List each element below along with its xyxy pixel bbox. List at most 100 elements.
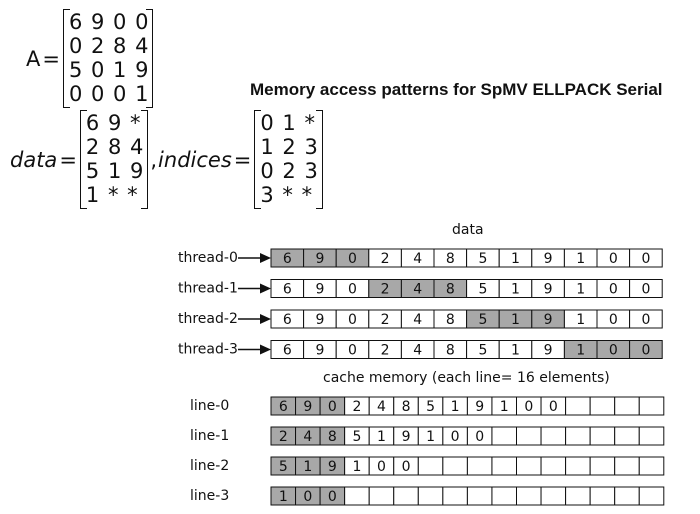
cache-line-label: line-2 <box>190 458 229 474</box>
cache-cell <box>491 456 518 476</box>
cache-cell <box>638 426 665 446</box>
data-cell-value: 9 <box>315 282 324 298</box>
diagram-title: Memory access patterns for SpMV ELLPACK … <box>250 80 663 99</box>
indices-matrix-equals: = <box>233 147 252 172</box>
cache-cell <box>540 456 567 476</box>
data-cell-value: 2 <box>381 282 390 298</box>
cache-cell <box>393 486 419 506</box>
data-cell-value: 2 <box>381 312 390 328</box>
cache-cell <box>516 426 542 446</box>
cache-cell <box>614 396 640 416</box>
data-cell-value: 4 <box>413 251 422 267</box>
cache-cell <box>614 486 640 506</box>
cache-cell <box>466 486 493 506</box>
data-array-label: data <box>452 222 484 238</box>
data-cell-value: 1 <box>576 312 585 328</box>
data-cell-value: 0 <box>609 312 618 328</box>
cache-cell-value: 1 <box>303 459 312 475</box>
cache-cell-value: 5 <box>426 399 435 415</box>
data-cell-value: 5 <box>478 343 487 359</box>
thread-label: thread-1 <box>178 281 238 297</box>
cache-line-label: line-1 <box>190 428 229 444</box>
indices-matrix-row-1: 1 2 3 <box>260 135 319 159</box>
thread-arrow-head-icon <box>260 253 271 263</box>
data-cell-value: 1 <box>511 251 520 267</box>
indices-matrix-name: indices <box>158 147 232 172</box>
matrix-a-row-1: 0 2 8 4 <box>68 34 150 58</box>
cache-cell <box>638 486 665 506</box>
cache-cell-value: 0 <box>402 459 411 475</box>
cache-cell <box>540 486 567 506</box>
cache-cell <box>565 396 591 416</box>
data-matrix-row-3: 1 * * <box>85 183 139 207</box>
thread-label: thread-0 <box>178 250 238 266</box>
data-cell <box>629 248 663 268</box>
cache-cell <box>442 456 468 476</box>
data-cell-value: 9 <box>544 251 553 267</box>
data-cell-value: 0 <box>348 343 357 359</box>
data-cell-value: 0 <box>348 282 357 298</box>
cache-cell-value: 8 <box>328 429 337 445</box>
data-matrix-name: data <box>10 147 58 172</box>
cache-cell-value: 0 <box>451 429 460 445</box>
thread-arrow-head-icon <box>260 344 271 355</box>
cache-cell <box>516 486 542 506</box>
cache-cell-value: 4 <box>377 399 386 415</box>
cache-cell-value: 9 <box>475 399 484 415</box>
data-cell-value: 6 <box>283 312 292 328</box>
data-cell-value: 9 <box>315 312 324 328</box>
cache-cell <box>589 396 616 416</box>
data-cell-value: 5 <box>478 312 487 328</box>
data-cell-value: 9 <box>544 343 553 359</box>
data-matrix-row-1: 2 8 4 <box>85 135 145 159</box>
cache-cell-value: 1 <box>352 459 361 475</box>
matrix-a-equals: = <box>42 46 60 71</box>
indices-matrix-bracket: 0 1 * 1 2 3 0 2 3 3 * * <box>254 110 324 209</box>
data-cell-value: 0 <box>348 251 357 267</box>
data-cell-value: 9 <box>544 312 553 328</box>
data-cell-value: 0 <box>609 343 618 359</box>
cache-cell-value: 0 <box>524 399 533 415</box>
cache-line-label: line-0 <box>190 398 229 414</box>
data-matrix-row-2: 5 1 9 <box>85 159 145 183</box>
data-cell-value: 9 <box>544 282 553 298</box>
thread-label: thread-3 <box>178 342 238 358</box>
cache-cell-value: 2 <box>279 429 288 445</box>
data-matrix-bracket: 6 9 * 2 8 4 5 1 9 1 * * <box>79 110 149 209</box>
data-cell <box>629 309 663 329</box>
cache-cell <box>614 426 640 446</box>
cache-line-label: line-3 <box>190 488 229 504</box>
cache-cell-value: 1 <box>500 399 509 415</box>
cache-cell-value: 0 <box>377 459 386 475</box>
data-matrix-equals: = <box>59 147 77 172</box>
cache-cell-value: 6 <box>279 399 288 415</box>
cache-cell-value: 5 <box>352 429 361 445</box>
data-cell-value: 0 <box>641 343 650 359</box>
matrix-a-name: A <box>26 46 41 71</box>
data-cell-value: 6 <box>283 343 292 359</box>
matrix-a-row-2: 5 0 1 9 <box>68 58 150 82</box>
cache-cell <box>638 456 665 476</box>
data-cell-value: 1 <box>576 251 585 267</box>
cache-cell <box>589 426 616 446</box>
data-cell-value: 9 <box>315 251 324 267</box>
cache-cell <box>491 426 518 446</box>
cache-cell-value: 5 <box>279 459 288 475</box>
data-cell-value: 5 <box>478 251 487 267</box>
cache-cell <box>516 456 542 476</box>
cache-cell <box>344 486 370 506</box>
cache-cell <box>417 456 444 476</box>
cache-memory-label: cache memory (each line= 16 elements) <box>323 370 610 386</box>
thread-arrow-head-icon <box>260 283 271 294</box>
indices-matrix-row-0: 0 1 * <box>260 111 316 135</box>
thread-label: thread-2 <box>178 311 238 327</box>
data-cell-value: 6 <box>283 282 292 298</box>
data-cell-value: 0 <box>348 312 357 328</box>
cache-cell-value: 0 <box>475 429 484 445</box>
cache-cell <box>466 456 493 476</box>
data-cell-value: 5 <box>478 282 487 298</box>
data-cell-value: 9 <box>315 343 324 359</box>
cache-cell-value: 4 <box>303 429 312 445</box>
data-cell-value: 1 <box>511 312 520 328</box>
cache-cell <box>368 486 395 506</box>
